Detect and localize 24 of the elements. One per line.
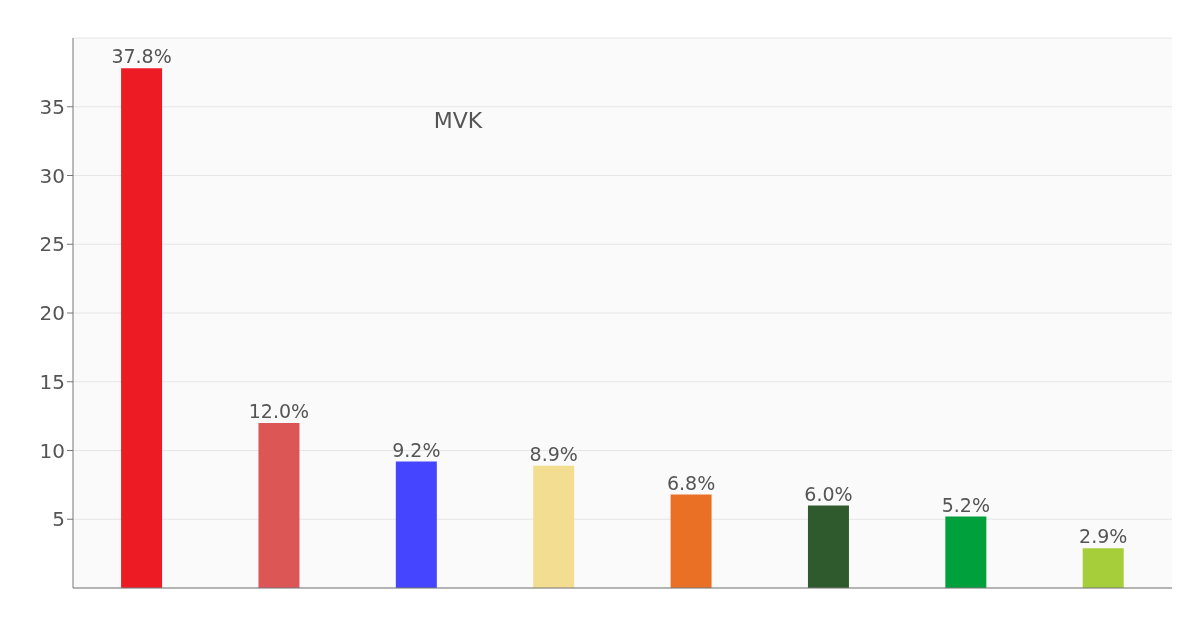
bar xyxy=(395,461,437,588)
bar xyxy=(121,68,163,588)
bar xyxy=(945,516,987,588)
y-tick-label: 15 xyxy=(39,369,65,394)
y-tick-label: 25 xyxy=(39,232,65,257)
y-tick-label: 35 xyxy=(39,94,65,119)
data-label: 2.9% xyxy=(1079,525,1128,548)
y-tick-label: 10 xyxy=(39,438,65,463)
y-tick-label: 5 xyxy=(52,507,65,532)
bar xyxy=(258,423,300,588)
bar xyxy=(533,465,575,588)
data-label: 37.8% xyxy=(111,45,172,68)
annotation: MVK xyxy=(433,108,483,133)
data-label: 6.0% xyxy=(804,482,853,505)
bar xyxy=(807,505,849,588)
data-label: 6.8% xyxy=(666,471,716,494)
y-tick-label: 30 xyxy=(39,163,65,188)
data-label: 12.0% xyxy=(248,400,310,422)
data-label: 8.9% xyxy=(529,442,578,465)
data-label: 5.2% xyxy=(941,493,990,516)
data-label: 9.2% xyxy=(392,438,441,461)
y-tick-label: 20 xyxy=(39,301,65,326)
bar xyxy=(1082,548,1124,588)
bar xyxy=(670,494,712,588)
